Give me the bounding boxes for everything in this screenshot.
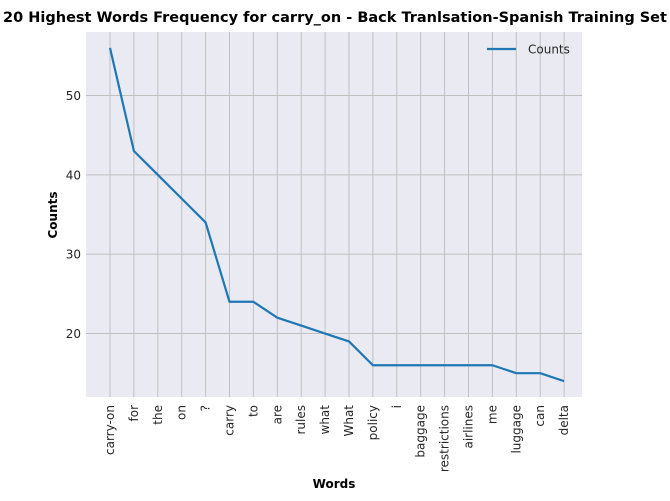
x-tick-label: airlines bbox=[462, 405, 476, 449]
y-axis-label: Counts bbox=[46, 191, 60, 238]
x-tick-label: delta bbox=[557, 405, 571, 435]
series-line-counts bbox=[108, 47, 565, 383]
x-tick-label: carry bbox=[223, 405, 237, 436]
x-tick-label: can bbox=[533, 405, 547, 427]
x-tick-label: to bbox=[246, 405, 260, 417]
chart-title: 20 Highest Words Frequency for carry_on … bbox=[3, 10, 667, 26]
legend-label-counts: Counts bbox=[528, 43, 570, 57]
y-tick-labels: 20 30 40 50 bbox=[66, 89, 81, 341]
y-tick-label: 40 bbox=[66, 168, 81, 182]
y-tick-label: 50 bbox=[66, 89, 81, 103]
x-tick-label: the bbox=[151, 405, 165, 425]
x-tick-label: What bbox=[342, 405, 356, 437]
x-axis-label: Words bbox=[313, 477, 356, 491]
x-tick-label: me bbox=[485, 405, 499, 424]
plot-area bbox=[86, 32, 582, 397]
x-tick-label: are bbox=[270, 405, 284, 424]
x-tick-label: what bbox=[318, 405, 332, 435]
x-tick-label: restrictions bbox=[438, 405, 452, 472]
x-tick-label: luggage bbox=[509, 405, 523, 454]
x-tick-label: on bbox=[175, 405, 189, 420]
x-tick-label: baggage bbox=[414, 405, 428, 458]
grid bbox=[86, 32, 582, 397]
x-tick-label: for bbox=[127, 405, 141, 422]
legend: Counts bbox=[487, 43, 570, 57]
x-tick-label: policy bbox=[366, 405, 380, 440]
x-tick-label: rules bbox=[294, 405, 308, 435]
x-tick-label: i bbox=[390, 405, 404, 408]
y-tick-label: 20 bbox=[66, 327, 81, 341]
y-tick-label: 30 bbox=[66, 248, 81, 262]
x-tick-label: carry-on bbox=[103, 405, 117, 455]
x-tick-label: ? bbox=[199, 405, 213, 411]
x-tick-labels: carry-on for the on? carry to are rules what What… bbox=[103, 405, 571, 472]
